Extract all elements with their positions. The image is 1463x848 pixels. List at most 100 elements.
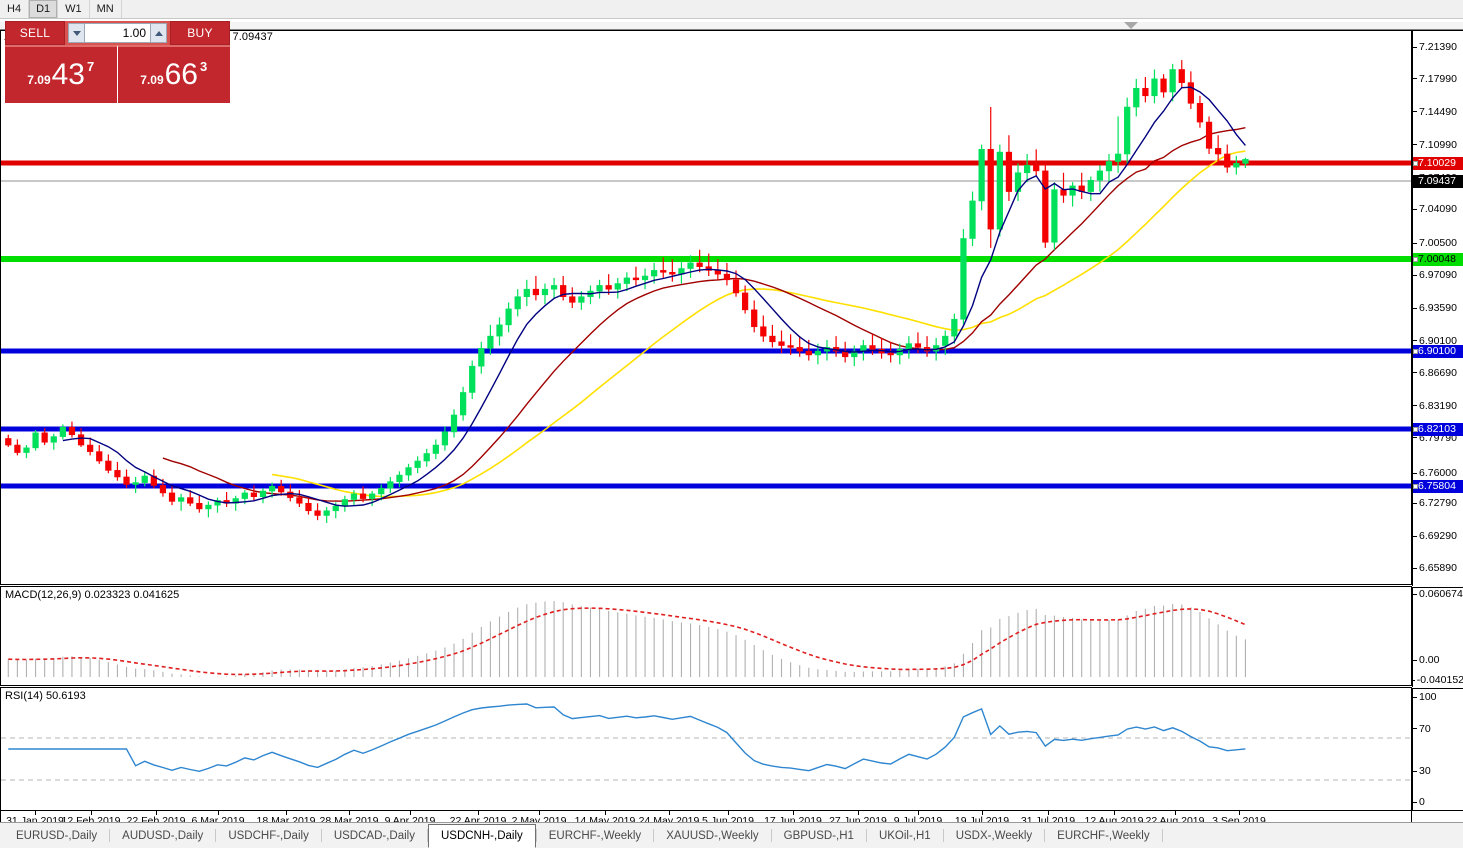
level-handle-icon[interactable] bbox=[1413, 256, 1418, 262]
tab-separator bbox=[770, 829, 772, 842]
price-tick: 6.72790 bbox=[1413, 497, 1463, 509]
rsi-pane[interactable]: RSI(14) 50.6193 bbox=[0, 687, 1412, 811]
tab-separator bbox=[653, 829, 655, 842]
level-handle-icon[interactable] bbox=[1413, 483, 1418, 489]
tab-separator bbox=[215, 829, 217, 842]
sell-button[interactable]: SELL bbox=[5, 21, 65, 45]
time-tick bbox=[982, 811, 983, 815]
time-tick bbox=[156, 811, 157, 815]
tab-separator bbox=[942, 829, 944, 842]
chart-tab-eurchf-weekly[interactable]: EURCHF-,Weekly bbox=[548, 829, 642, 842]
tab-separator bbox=[109, 829, 111, 842]
price-tick: 7.21390 bbox=[1413, 41, 1463, 53]
time-tick bbox=[1239, 811, 1240, 815]
rsi-tick: 30 bbox=[1413, 765, 1463, 777]
chart-tab-xauusd-weekly[interactable]: XAUUSD-,Weekly bbox=[666, 829, 759, 842]
time-tick bbox=[669, 811, 670, 815]
price-tick: 6.83190 bbox=[1413, 400, 1463, 412]
level-price-badge[interactable]: 6.82103 bbox=[1413, 422, 1463, 436]
level-price-badge[interactable]: 7.10029 bbox=[1413, 156, 1463, 170]
volume-input[interactable]: 1.00 bbox=[85, 23, 150, 43]
chart-tab-usdchf-daily[interactable]: USDCHF-,Daily bbox=[228, 829, 309, 842]
chart-tab-eurusd-daily[interactable]: EURUSD-,Daily bbox=[16, 829, 98, 842]
buy-button[interactable]: BUY bbox=[170, 21, 230, 45]
timeframe-button-mn[interactable]: MN bbox=[90, 0, 122, 18]
trade-panel-prices: 7.09 43 7 7.09 66 3 bbox=[5, 45, 230, 103]
price-tick: 6.90100 bbox=[1413, 335, 1463, 347]
price-tick: 7.00500 bbox=[1413, 237, 1463, 249]
time-tick bbox=[605, 811, 606, 815]
level-handle-icon[interactable] bbox=[1413, 160, 1418, 166]
chart-window: USDCNH-,Daily 7.08942 7.09515 7.08723 7.… bbox=[0, 22, 1463, 833]
ma-fast-line bbox=[62, 86, 1246, 507]
macd-signal-line bbox=[8, 607, 1246, 676]
macd-pane[interactable]: MACD(12,26,9) 0.023323 0.041625 bbox=[0, 586, 1412, 686]
time-tick bbox=[539, 811, 540, 815]
timeframe-button-w1[interactable]: W1 bbox=[58, 0, 90, 18]
tab-separator bbox=[426, 829, 428, 842]
level-handle-icon[interactable] bbox=[1413, 348, 1418, 354]
rsi-chart-svg bbox=[1, 703, 1411, 781]
buy-price-prefix: 7.09 bbox=[140, 73, 164, 87]
sell-price-fraction: 7 bbox=[87, 59, 95, 74]
scroll-position-marker-icon[interactable] bbox=[1124, 22, 1138, 29]
macd-chart-svg bbox=[7, 601, 1246, 677]
level-price-badge[interactable]: 6.75804 bbox=[1413, 479, 1463, 493]
chart-scroll-strip[interactable] bbox=[0, 22, 1463, 30]
tab-separator bbox=[1161, 829, 1163, 842]
time-tick bbox=[1114, 811, 1115, 815]
chart-tab-gbpusd-h1[interactable]: GBPUSD-,H1 bbox=[783, 829, 854, 842]
level-price-badge[interactable]: 7.00048 bbox=[1413, 252, 1463, 266]
chart-tab-eurchf-weekly[interactable]: EURCHF-,Weekly bbox=[1057, 829, 1150, 842]
price-tick: 6.69290 bbox=[1413, 530, 1463, 542]
chart-tab-usdcad-daily[interactable]: USDCAD-,Daily bbox=[333, 829, 415, 842]
rsi-tick: 70 bbox=[1413, 723, 1463, 735]
price-tick: 7.04090 bbox=[1413, 203, 1463, 215]
rsi-label: RSI(14) 50.6193 bbox=[5, 690, 86, 702]
timeframe-button-d1[interactable]: D1 bbox=[29, 0, 59, 18]
level-handle-icon[interactable] bbox=[1413, 426, 1418, 432]
rsi-series bbox=[8, 703, 1246, 773]
chart-tab-usdcnh-daily[interactable]: USDCNH-,Daily bbox=[427, 824, 536, 848]
time-tick bbox=[478, 811, 479, 815]
time-tick bbox=[91, 811, 92, 815]
chart-tab-ukoil-h1[interactable]: UKOil-,H1 bbox=[878, 829, 931, 842]
time-tick bbox=[1048, 811, 1049, 815]
sell-price-display[interactable]: 7.09 43 7 bbox=[5, 45, 118, 103]
time-tick bbox=[218, 811, 219, 815]
volume-increment-button[interactable] bbox=[150, 23, 167, 43]
price-pane[interactable] bbox=[0, 30, 1412, 585]
buy-price-fraction: 3 bbox=[200, 59, 208, 74]
candlestick-series bbox=[5, 60, 1249, 523]
macd-scale-section: 0.060674 0.00 -0.040152 bbox=[1412, 587, 1463, 687]
price-chart-svg bbox=[1, 60, 1411, 523]
time-tick bbox=[728, 811, 729, 815]
macd-tick: 0.00 bbox=[1413, 654, 1463, 666]
timeframe-button-h4[interactable]: H4 bbox=[0, 0, 30, 18]
time-tick bbox=[1175, 811, 1176, 815]
buy-price-display[interactable]: 7.09 66 3 bbox=[117, 45, 230, 103]
macd-label: MACD(12,26,9) 0.023323 0.041625 bbox=[5, 589, 180, 601]
sell-price-prefix: 7.09 bbox=[27, 73, 51, 87]
tab-separator bbox=[865, 829, 867, 842]
macd-tick: 0.060674 bbox=[1413, 588, 1463, 600]
rsi-scale-section: 100 70 30 0 bbox=[1412, 688, 1463, 810]
price-tick: 6.76000 bbox=[1413, 467, 1463, 479]
level-price-badge[interactable]: 6.90100 bbox=[1413, 344, 1463, 358]
chart-tab-bar[interactable]: EURUSD-,Daily AUDUSD-,Daily USDCHF-,Daily U… bbox=[0, 822, 1463, 848]
last-price-badge[interactable]: 7.09437 bbox=[1413, 174, 1463, 188]
chart-tab-audusd-daily[interactable]: AUDUSD-,Daily bbox=[122, 829, 204, 842]
volume-stepper[interactable]: 1.00 bbox=[65, 21, 170, 45]
price-tick: 7.10990 bbox=[1413, 139, 1463, 151]
price-scale[interactable]: 7.213907.179907.144907.109907.074907.040… bbox=[1412, 30, 1463, 811]
price-tick: 6.65890 bbox=[1413, 562, 1463, 574]
chart-tab-usdx-weekly[interactable]: USDX-,Weekly bbox=[955, 829, 1033, 842]
tab-separator bbox=[320, 829, 322, 842]
one-click-trading-panel[interactable]: SELL 1.00 BUY 7.09 43 7 7.09 66 3 bbox=[5, 21, 230, 103]
volume-decrement-button[interactable] bbox=[68, 23, 85, 43]
chevron-down-icon bbox=[72, 30, 81, 36]
trade-panel-top-row: SELL 1.00 BUY bbox=[5, 21, 230, 45]
rsi-tick: 0 bbox=[1413, 796, 1463, 808]
price-tick: 6.93590 bbox=[1413, 302, 1463, 314]
time-tick bbox=[918, 811, 919, 815]
